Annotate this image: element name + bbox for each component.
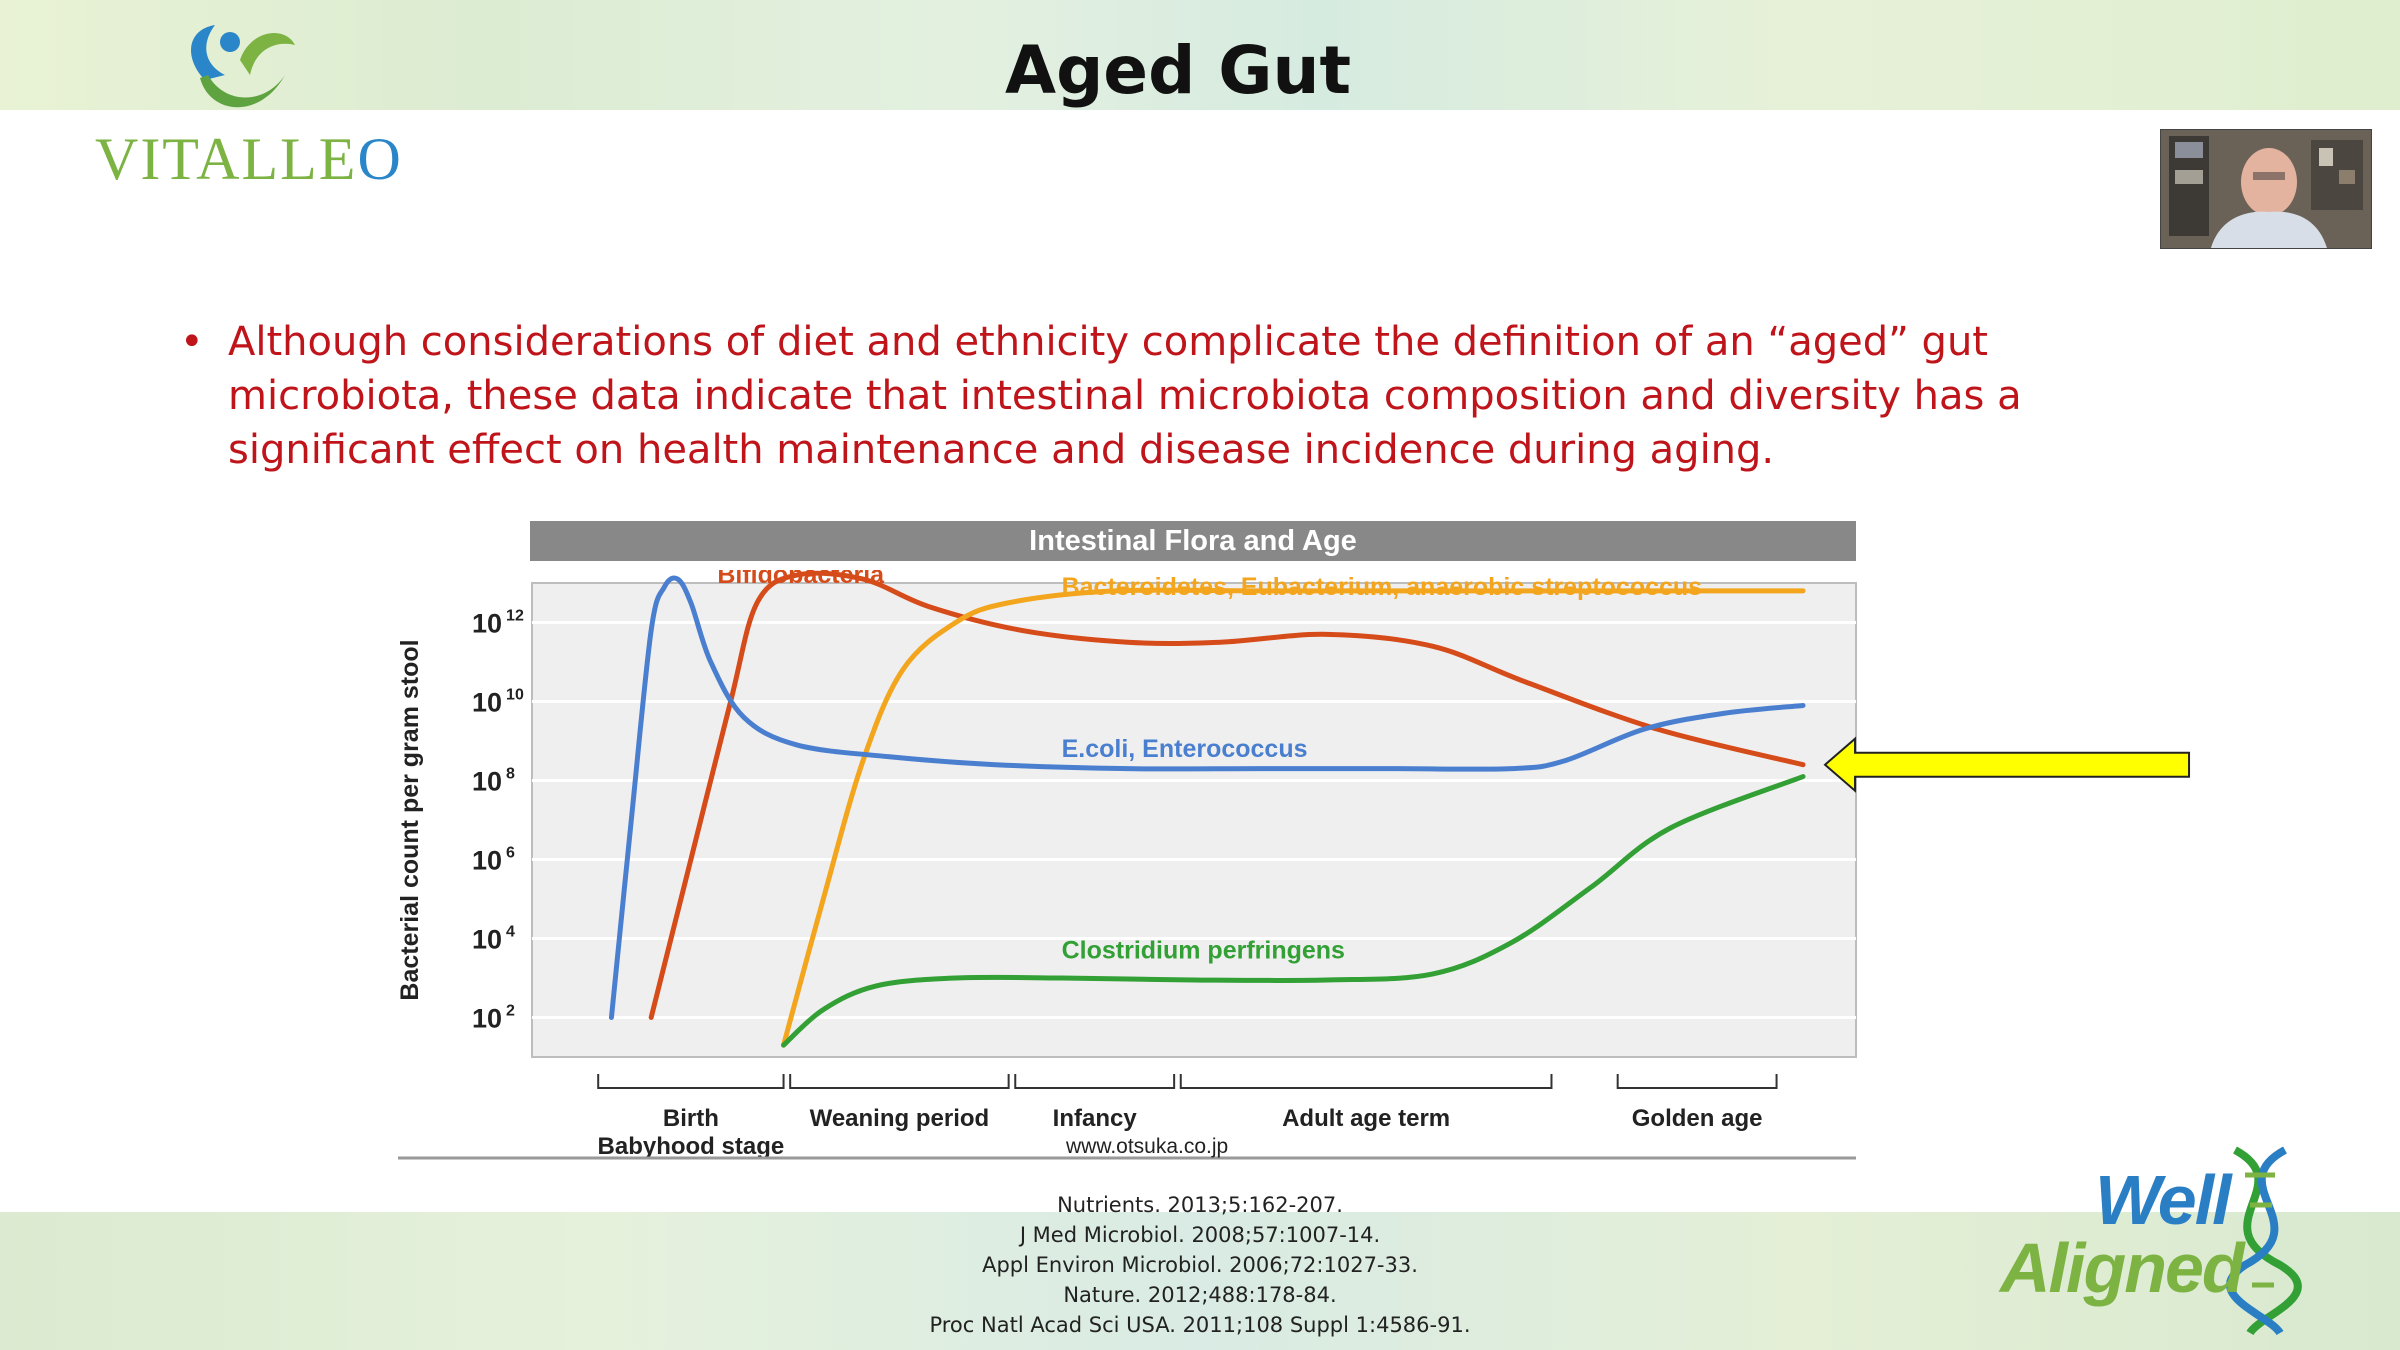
y-tick-label: 10 6: [472, 845, 515, 876]
well-aligned-logo-text-2: Aligned: [2000, 1229, 2245, 1307]
footer-band: [0, 1212, 2400, 1350]
reference-line: J Med Microbiol. 2008;57:1007-14.: [1019, 1223, 1381, 1247]
reference-line: Appl Environ Microbiol. 2006;72:1027-33.: [982, 1253, 1418, 1277]
bullet-icon: •: [180, 319, 204, 365]
y-tick-label: 10 4: [472, 924, 515, 955]
chart-title: Intestinal Flora and Age: [530, 521, 1856, 561]
presenter-webcam: [2160, 129, 2372, 249]
series-label-clostridium: Clostridium perfringens: [1062, 936, 1345, 964]
well-aligned-logo-text-1: Well: [2095, 1161, 2232, 1239]
y-tick-label: 10 2: [472, 1003, 515, 1034]
series-label-bacteroidetes: Bacteroidetes, Eubacterium, anaerobic st…: [1062, 573, 1703, 601]
slide-title: Aged Gut: [1004, 32, 1352, 109]
dna-helix-icon: [2226, 1146, 2302, 1335]
stage-bracket: [1616, 1074, 1778, 1089]
stage-label: Birth: [663, 1105, 719, 1132]
stage-label: Weaning period: [810, 1105, 990, 1132]
stage-bracket: [597, 1074, 785, 1089]
references: Nutrients. 2013;5:162-207. J Med Microbi…: [0, 1190, 2400, 1340]
series-line-bacteroidetes: [781, 587, 1806, 1048]
series-line-ecoli: [608, 575, 1806, 1020]
stage-label: Infancy: [1053, 1105, 1138, 1132]
series-label-ecoli: E.coli, Enterococcus: [1062, 735, 1308, 763]
reference-line: Nutrients. 2013;5:162-207.: [1057, 1193, 1343, 1217]
y-tick-label: 10 10: [472, 687, 524, 718]
vitalleo-logo-icon: [191, 25, 295, 108]
stage-bracket: [1179, 1074, 1553, 1089]
stage-sublabel: Babyhood stage: [598, 1133, 785, 1160]
y-axis-label: Bacterial count per gram stool: [396, 639, 424, 1000]
stage-label: Golden age: [1632, 1105, 1763, 1132]
source-url: www.otsuka.co.jp: [1066, 1135, 1229, 1158]
vitalleo-logo-text: VITALLEO: [95, 126, 403, 192]
plot-area: [531, 582, 1857, 1058]
series-label-bifidobacteria: Bifidobacteria: [717, 570, 885, 589]
stage-bracket: [789, 1074, 1010, 1089]
y-tick-label: 10 12: [472, 608, 524, 639]
stage-bracket: [1014, 1074, 1176, 1089]
reference-line: Nature. 2012;488:178-84.: [1063, 1283, 1337, 1307]
y-tick-label: 10 8: [472, 766, 515, 797]
stage-label: Adult age term: [1282, 1105, 1450, 1132]
bullet-text: Although considerations of diet and ethn…: [228, 319, 2022, 473]
arrow-icon: [1823, 736, 2191, 793]
reference-line: Proc Natl Acad Sci USA. 2011;108 Suppl 1…: [929, 1313, 1471, 1337]
series-line-clostridium: [781, 774, 1806, 1048]
header-band: [0, 0, 2400, 110]
